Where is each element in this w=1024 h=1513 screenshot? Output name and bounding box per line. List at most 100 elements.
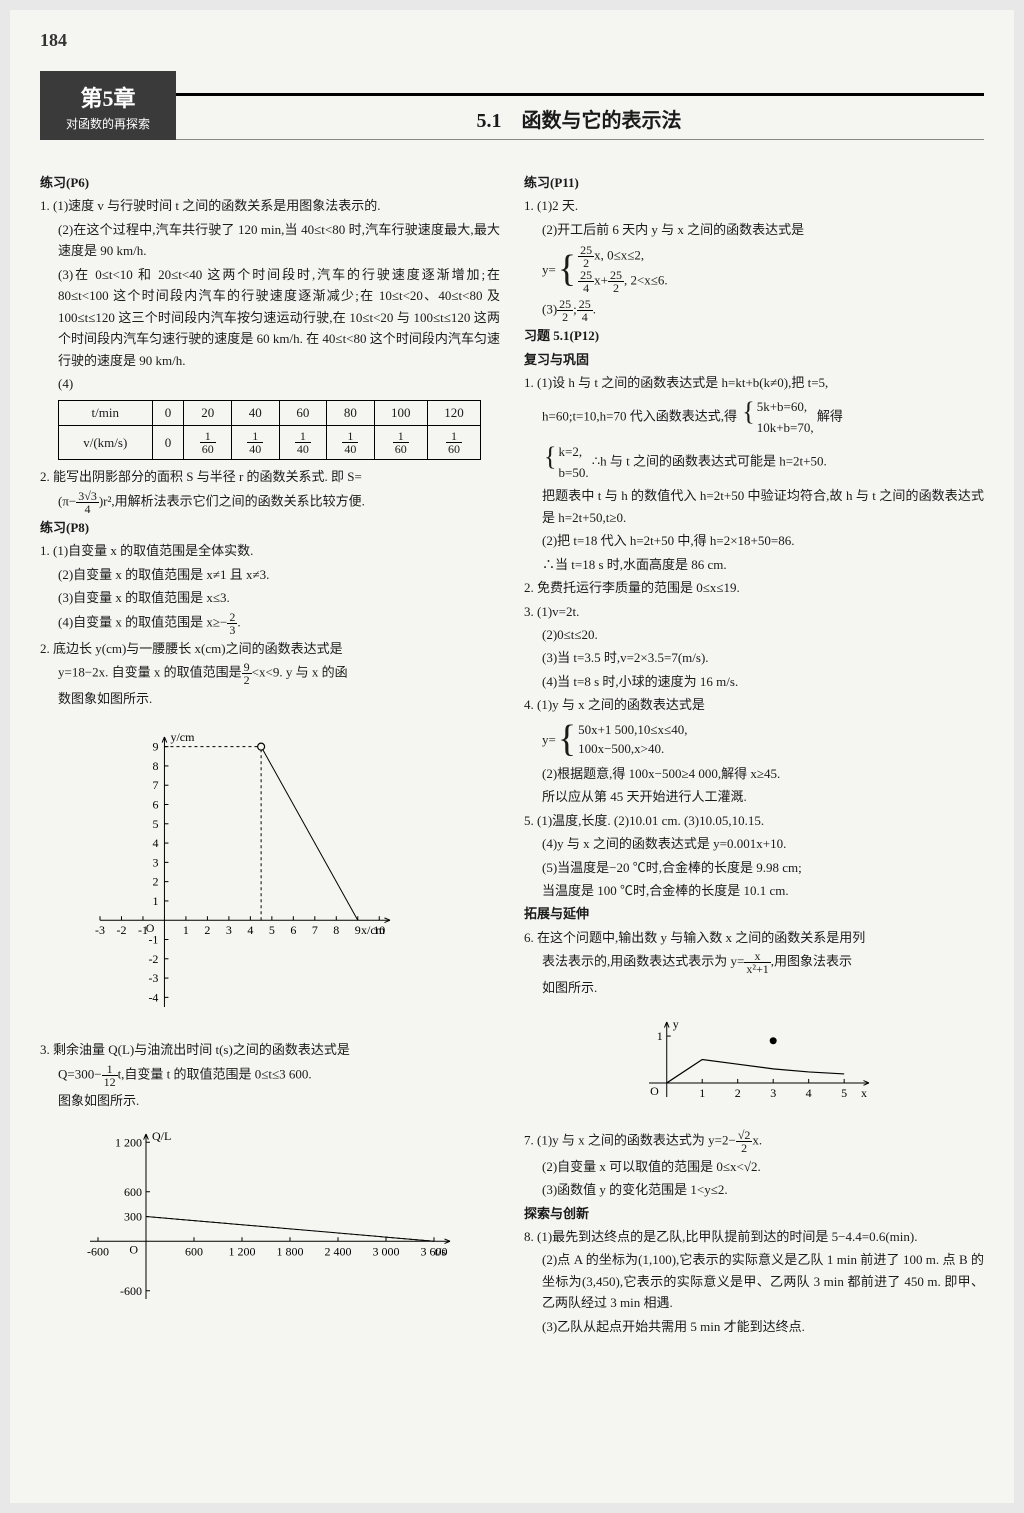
p6-1-2: (2)在这个过程中,汽车共行驶了 120 min,当 40≤t<80 时,汽车行… [40, 219, 500, 262]
text: (4)自变量 x 的取值范围是 x≥− [58, 614, 227, 629]
line1: 252x, 0≤x≤2, [578, 244, 668, 269]
p8-3a: 3. 剩余油量 Q(L)与油流出时间 t(s)之间的函数表达式是 [40, 1039, 500, 1060]
svg-text:-600: -600 [87, 1245, 109, 1259]
brace-body: 50x+1 500,10≤x≤40, 100x−500,x>40. [578, 720, 687, 759]
cell: 140 [232, 426, 280, 460]
svg-text:8: 8 [152, 759, 158, 773]
r6c: 如图所示. [524, 977, 984, 998]
svg-text:600: 600 [185, 1245, 203, 1259]
label-review: 复习与巩固 [524, 349, 984, 370]
brace-body: 5k+b=60,10k+b=70, [757, 396, 814, 439]
svg-text:-4: -4 [148, 991, 158, 1005]
text: Q=300− [58, 1066, 102, 1081]
svg-text:x: x [861, 1086, 867, 1100]
svg-text:3: 3 [770, 1086, 776, 1100]
p8-2b: y=18−2x. 自变量 x 的取值范围是92<x<9. y 与 x 的函 [40, 661, 500, 686]
frac-d: 4 [577, 311, 593, 323]
chart3-svg: xyO123451 [624, 1007, 884, 1117]
text: <x<9. y 与 x 的函 [252, 664, 348, 679]
frac-n: 1 [102, 1063, 118, 1076]
svg-text:2: 2 [204, 924, 210, 938]
frac-n: 2 [227, 611, 237, 624]
r6a: 6. 在这个问题中,输出数 y 与输入数 x 之间的函数关系是用列 [524, 927, 984, 948]
text: t,自变量 t 的取值范围是 0≤t≤3 600. [118, 1066, 312, 1081]
r4-1: 4. (1)y 与 x 之间的函数表达式是 [524, 694, 984, 715]
label-p11: 练习(P11) [524, 172, 984, 193]
frac-d: 2 [608, 282, 624, 294]
svg-text:8: 8 [333, 924, 339, 938]
svg-text:-2: -2 [116, 924, 126, 938]
r7-1: 7. (1)y 与 x 之间的函数表达式为 y=2−√22x. [524, 1129, 984, 1154]
svg-text:3: 3 [226, 924, 232, 938]
r8-3: (3)乙队从起点开始共需用 5 min 才能到达终点. [524, 1316, 984, 1337]
l1: 5k+b=60, [757, 396, 814, 417]
label-5-1: 习题 5.1(P12) [524, 325, 984, 346]
right-column: 练习(P11) 1. (1)2 天. (2)开工后前 6 天内 y 与 x 之间… [524, 170, 984, 1339]
p11-1-3: (3)252;254. [524, 298, 984, 323]
chapter-box: 第5章 对函数的再探索 [40, 71, 176, 140]
text: 2. 能写出阴影部分的面积 S 与半径 r 的函数关系式. 即 S= [40, 469, 362, 484]
svg-text:1: 1 [183, 924, 189, 938]
p8-2c: 数图象如图所示. [40, 688, 500, 709]
svg-text:y: y [673, 1017, 679, 1031]
p6-1-1: 1. (1)速度 v 与行驶时间 t 之间的函数关系是用图象法表示的. [40, 195, 500, 216]
text: ∴h 与 t 之间的函数表达式可能是 h=2t+50. [589, 453, 827, 468]
text: 解得 [814, 408, 843, 423]
label-p6: 练习(P6) [40, 172, 500, 193]
svg-text:1 200: 1 200 [115, 1136, 142, 1150]
svg-text:2: 2 [152, 875, 158, 889]
line2: 254x+252, 2<x≤6. [578, 269, 668, 294]
p8-2a: 2. 底边长 y(cm)与一腰腰长 x(cm)之间的函数表达式是 [40, 638, 500, 659]
p6-1-3: (3)在 0≤t<10 和 20≤t<40 这两个时间段时,汽车的行驶速度逐渐增… [40, 264, 500, 371]
label-p8: 练习(P8) [40, 517, 500, 538]
brace-body: 252x, 0≤x≤2, 254x+252, 2<x≤6. [578, 244, 668, 294]
chart1-svg: x/cmy/cmO-3-2-112345678910-4-3-2-1123456… [70, 717, 410, 1027]
p11-piecewise: y= { 252x, 0≤x≤2, 254x+252, 2<x≤6. [542, 244, 984, 294]
p8-3b: Q=300−112t,自变量 t 的取值范围是 0≤t≤3 600. [40, 1063, 500, 1088]
svg-text:4: 4 [247, 924, 253, 938]
svg-text:-600: -600 [120, 1284, 142, 1298]
page-number: 184 [40, 30, 984, 51]
frac-d: 4 [578, 282, 594, 294]
svg-text:Q/L: Q/L [152, 1129, 171, 1143]
text: )r²,用解析法表示它们之间的函数关系比较方便. [99, 493, 365, 508]
cell: 120 [427, 401, 480, 426]
svg-text:6: 6 [290, 924, 296, 938]
page: 184 第5章 对函数的再探索 5.1 函数与它的表示法 练习(P6) 1. (… [10, 10, 1014, 1503]
cell: 140 [279, 426, 327, 460]
svg-text:5: 5 [841, 1086, 847, 1100]
svg-text:9: 9 [152, 740, 158, 754]
r8-1: 8. (1)最先到达终点的是乙队,比甲队提前到达的时间是 5−4.4=0.6(m… [524, 1226, 984, 1247]
table-row: t/min 0 20 40 60 80 100 120 [59, 401, 481, 426]
frac-d: 12 [102, 1076, 118, 1088]
text: , 2<x≤6. [624, 273, 668, 288]
svg-text:1: 1 [657, 1029, 663, 1043]
p6-2: 2. 能写出阴影部分的面积 S 与半径 r 的函数关系式. 即 S= [40, 466, 500, 487]
r1c: {k=2,b=50. ∴h 与 t 之间的函数表达式可能是 h=2t+50. [524, 441, 984, 484]
frac-n: √2 [736, 1129, 753, 1142]
r5-2: (4)y 与 x 之间的函数表达式是 y=0.001x+10. [524, 833, 984, 854]
cell: 40 [232, 401, 280, 426]
frac-d: 2 [557, 311, 573, 323]
table-p6: t/min 0 20 40 60 80 100 120 v/(km/s) 0 1… [58, 400, 481, 460]
p11-1-2: (2)开工后前 6 天内 y 与 x 之间的函数表达式是 [524, 219, 984, 240]
svg-text:O: O [650, 1084, 659, 1098]
r1e: (2)把 t=18 代入 h=2t+50 中,得 h=2×18+50=86. [524, 530, 984, 551]
text: 7. (1)y 与 x 之间的函数表达式为 y=2− [524, 1132, 736, 1147]
svg-text:600: 600 [124, 1185, 142, 1199]
section-header: 5.1 函数与它的表示法 [174, 93, 984, 140]
svg-text:3: 3 [152, 856, 158, 870]
frac-n: 3√3 [76, 490, 99, 503]
chapter-title: 第5章 [66, 81, 150, 113]
cell: 100 [374, 401, 427, 426]
cell: 160 [184, 426, 232, 460]
svg-text:O: O [129, 1243, 138, 1257]
r5-4: 当温度是 100 ℃时,合金棒的长度是 10.1 cm. [524, 880, 984, 901]
svg-text:-1: -1 [138, 924, 148, 938]
svg-text:9: 9 [355, 924, 361, 938]
label-extend: 拓展与延伸 [524, 903, 984, 924]
svg-text:4: 4 [806, 1086, 812, 1100]
svg-text:300: 300 [124, 1210, 142, 1224]
r3-4: (4)当 t=8 s 时,小球的速度为 16 m/s. [524, 671, 984, 692]
r3-3: (3)当 t=3.5 时,v=2×3.5=7(m/s). [524, 647, 984, 668]
